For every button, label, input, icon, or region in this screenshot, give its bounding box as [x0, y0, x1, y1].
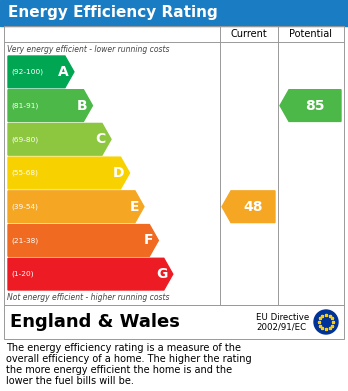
- Text: G: G: [156, 267, 168, 281]
- Text: (81-91): (81-91): [11, 102, 38, 109]
- Text: lower the fuel bills will be.: lower the fuel bills will be.: [6, 376, 134, 386]
- Text: F: F: [144, 233, 153, 248]
- Polygon shape: [222, 191, 275, 222]
- Bar: [4, 26, 344, 305]
- Text: (92-100): (92-100): [11, 68, 43, 75]
- Polygon shape: [8, 124, 111, 155]
- Text: (21-38): (21-38): [11, 237, 38, 244]
- Text: A: A: [58, 65, 69, 79]
- Text: 48: 48: [243, 200, 263, 214]
- Polygon shape: [8, 224, 158, 256]
- Text: (55-68): (55-68): [11, 170, 38, 176]
- Text: E: E: [129, 200, 139, 214]
- Polygon shape: [8, 191, 144, 222]
- Text: Not energy efficient - higher running costs: Not energy efficient - higher running co…: [7, 294, 169, 303]
- Text: Potential: Potential: [290, 29, 332, 39]
- Text: The energy efficiency rating is a measure of the: The energy efficiency rating is a measur…: [6, 343, 241, 353]
- Text: 85: 85: [305, 99, 325, 113]
- Bar: [0, 0, 348, 26]
- Text: (1-20): (1-20): [11, 271, 34, 277]
- Polygon shape: [8, 258, 173, 290]
- Polygon shape: [280, 90, 341, 122]
- Circle shape: [314, 310, 338, 334]
- Text: B: B: [77, 99, 87, 113]
- Text: (69-80): (69-80): [11, 136, 38, 143]
- Text: the more energy efficient the home is and the: the more energy efficient the home is an…: [6, 365, 232, 375]
- Bar: [4, 305, 344, 339]
- Text: England & Wales: England & Wales: [10, 313, 180, 331]
- Text: C: C: [96, 132, 106, 146]
- Text: (39-54): (39-54): [11, 203, 38, 210]
- Text: Current: Current: [231, 29, 267, 39]
- Text: Energy Efficiency Rating: Energy Efficiency Rating: [8, 5, 218, 20]
- Polygon shape: [8, 90, 93, 122]
- Polygon shape: [8, 56, 74, 88]
- Text: overall efficiency of a home. The higher the rating: overall efficiency of a home. The higher…: [6, 354, 252, 364]
- Text: 2002/91/EC: 2002/91/EC: [256, 323, 306, 332]
- Polygon shape: [8, 157, 129, 189]
- Text: Very energy efficient - lower running costs: Very energy efficient - lower running co…: [7, 45, 169, 54]
- Text: D: D: [113, 166, 125, 180]
- Text: EU Directive: EU Directive: [256, 312, 309, 321]
